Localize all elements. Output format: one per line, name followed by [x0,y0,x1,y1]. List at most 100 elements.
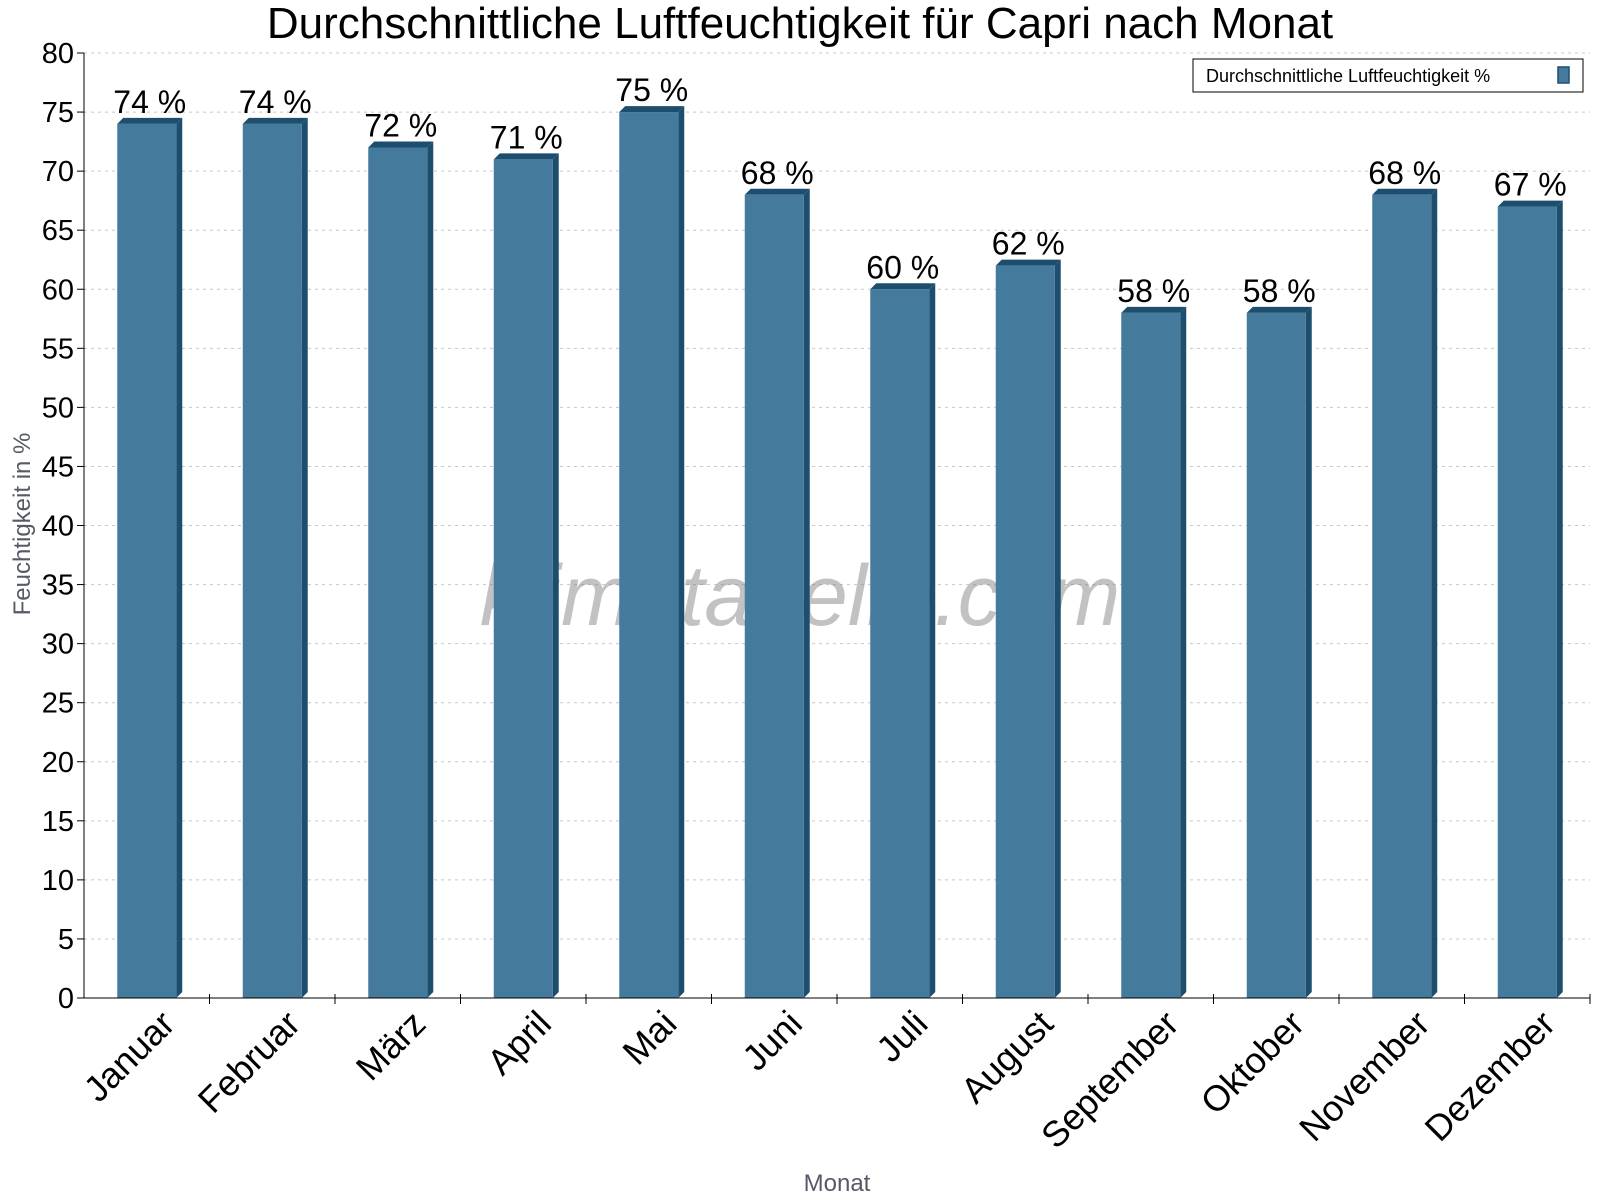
x-axis-title: Monat [804,1170,871,1197]
bar-9 [1121,306,1187,998]
x-tick-label: Februar [190,1003,308,1121]
x-tick-label: April [479,1003,559,1083]
bar-7 [870,283,936,998]
bar-top [242,117,308,124]
bar-10 [1246,306,1312,998]
y-tick-label: 50 [42,392,74,424]
bar-front [242,123,302,998]
bar-side [427,141,434,998]
y-tick-label: 35 [42,570,74,602]
x-tick-label: November [1291,1003,1437,1149]
bar-top [117,117,183,124]
bar-top [1372,188,1438,195]
y-tick-label: 75 [42,97,74,129]
bar-side [552,153,559,998]
bar-front [368,147,428,998]
bar-front [995,265,1055,998]
bar-top [1121,306,1187,313]
bar-top [1497,200,1563,207]
bar-front [1121,312,1181,998]
bar-side [1431,188,1438,998]
y-tick-label: 65 [42,215,74,247]
data-label: 74 % [239,84,312,120]
bar-11 [1372,188,1438,998]
x-tick-label: März [348,1003,434,1089]
bar-3 [368,141,434,998]
x-axis-ticks: Januar Februar März April Mai Juni Juli AugustS… [76,994,1591,1157]
bar-top [619,106,685,113]
x-tick-label: Januar [76,1003,183,1110]
data-labels: 74 % 74 % 72 % 71 % 75 % 68 % 60 % 62 % 58 % 58 %… [113,72,1566,309]
x-tick-label: Oktober [1192,1003,1312,1123]
x-tick-label: Dezember [1416,1003,1562,1149]
bar-side [301,117,308,998]
data-label: 62 % [992,226,1065,262]
y-tick-label: 0 [58,983,74,1015]
bar-side [1305,306,1312,998]
data-label: 75 % [615,72,688,108]
legend: Durchschnittliche Luftfeuchtigkeit % [1192,58,1584,93]
data-label: 74 % [113,84,186,120]
bar-2 [242,117,308,998]
y-tick-label: 80 [42,38,74,70]
y-tick-label: 25 [42,688,74,720]
bar-front [744,194,804,998]
data-label: 60 % [866,249,939,285]
grid-lines [84,52,1590,940]
bar-side [678,106,685,998]
x-tick-label: Juni [734,1003,810,1079]
x-tick-label: Juli [868,1003,935,1070]
bar-top [493,153,559,160]
bar-front [1246,312,1306,998]
bar-side [1180,306,1187,998]
bar-front [870,289,930,998]
bar-top [744,188,810,195]
data-label: 67 % [1494,167,1567,203]
bar-top [368,141,434,148]
bar-12 [1497,200,1563,998]
bar-top [995,259,1061,266]
bar-side [176,117,183,998]
bar-front [619,112,679,998]
y-axis-title: Feuchtigkeit in % [9,433,36,616]
bar-front [117,123,177,998]
bar-side [803,188,810,998]
y-tick-label: 55 [42,333,74,365]
y-tick-label: 45 [42,451,74,483]
bar-top [1246,306,1312,313]
chart-title: Durchschnittliche Luftfeuchtigkeit für C… [267,0,1333,48]
bar-top [870,283,936,290]
bar-series [117,106,1563,998]
y-tick-label: 70 [42,156,74,188]
data-label: 68 % [741,155,814,191]
bar-front [1372,194,1432,998]
bar-side [1054,259,1061,998]
y-tick-label: 5 [58,924,74,956]
y-tick-label: 15 [42,806,74,838]
legend-swatch [1557,66,1570,84]
bar-1 [117,117,183,998]
x-tick-label: September [1033,1003,1187,1157]
bar-4 [493,153,559,998]
y-tick-label: 60 [42,274,74,306]
bar-8 [995,259,1061,998]
y-axis-ticks: 0 5 10 15 20 25 30 35 40 45 50 55 60 65 70 75 80 [42,38,84,1015]
legend-label: Durchschnittliche Luftfeuchtigkeit % [1206,66,1490,86]
x-tick-label: August [953,1003,1061,1111]
data-label: 72 % [364,108,437,144]
bar-6 [744,188,810,998]
y-tick-label: 10 [42,865,74,897]
data-label: 58 % [1117,273,1190,309]
bar-front [493,159,553,998]
data-label: 71 % [490,119,563,155]
legend-box [1192,58,1584,93]
bar-5 [619,106,685,998]
data-label: 58 % [1243,273,1316,309]
data-label: 68 % [1368,155,1441,191]
bar-side [929,283,936,998]
bar-front [1497,206,1557,998]
bar-side [1556,200,1563,998]
y-tick-label: 20 [42,747,74,779]
y-tick-label: 30 [42,629,74,661]
